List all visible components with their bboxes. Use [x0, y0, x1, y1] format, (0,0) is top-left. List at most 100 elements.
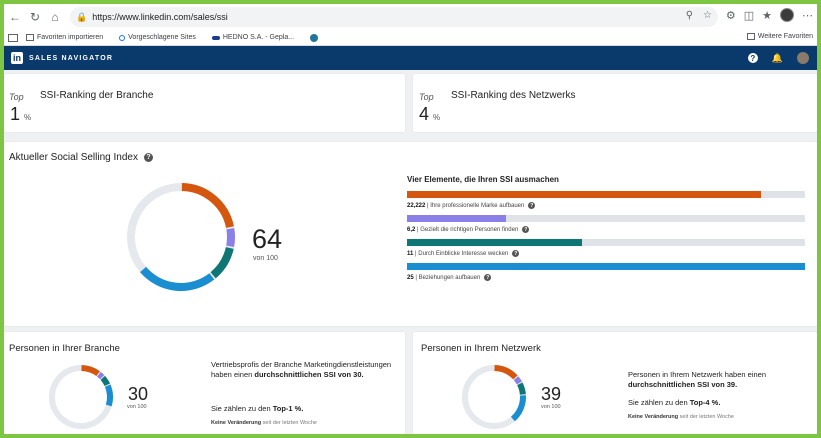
- network-donut: [462, 365, 526, 429]
- ssi-card: Aktueller Social Selling Index? 64 von 1…: [4, 142, 817, 326]
- back-icon[interactable]: ←: [9, 10, 21, 24]
- help-icon[interactable]: ?: [747, 53, 758, 63]
- menu-dots-icon[interactable]: ⋯: [802, 9, 813, 22]
- industry-people-text: Vertriebsprofis der Branche Marketingdie…: [211, 360, 392, 379]
- ssi-component-value: 11: [407, 251, 414, 258]
- folder-icon: [746, 33, 755, 40]
- ssi-component-label: 22,222 | Ihre professionelle Marke aufba…: [407, 202, 536, 210]
- reload-icon[interactable]: ↻: [29, 10, 41, 24]
- network-rank-title: SSI-Ranking des Netzwerks: [451, 90, 576, 101]
- industry-top-text: Sie zählen zu den Top-1 %.: [211, 404, 304, 413]
- network-people-title: Personen in Ihrem Netzwerk: [421, 343, 541, 354]
- separator: |: [413, 275, 419, 282]
- industry-no-change: Keine Veränderung seit der letzten Woche: [211, 420, 317, 426]
- sales-navigator-header: in SALES NAVIGATOR ? 🔔: [4, 46, 817, 70]
- ssi-component-bar-fill: [407, 239, 583, 246]
- ssi-component-name: Durch Einblicke Interesse wecken: [418, 251, 509, 258]
- network-top-text: Sie zählen zu den Top-4 %.: [628, 398, 721, 407]
- reading-icon[interactable]: [8, 33, 18, 42]
- ssi-component-bar-fill: [407, 191, 761, 198]
- ssi-component-value: 6,2: [407, 227, 416, 234]
- hedno-logo-icon: [211, 35, 220, 40]
- donut-segment: [100, 375, 111, 387]
- ssi-title: Aktueller Social Selling Index: [9, 152, 138, 163]
- donut-segment: [226, 228, 235, 247]
- ssi-component-value: 22,222: [407, 203, 426, 210]
- wordpress-icon: [310, 33, 319, 42]
- donut-segment: [494, 365, 518, 380]
- network-rank-top-label: Top: [419, 92, 434, 102]
- favorite-star-icon[interactable]: ☆: [703, 10, 712, 21]
- ssi-component-help-icon[interactable]: ?: [484, 274, 492, 281]
- ssi-component-value: 25: [407, 275, 414, 282]
- separator: |: [425, 203, 431, 210]
- zoom-icon[interactable]: ⚲: [685, 10, 694, 21]
- industry-out-of: von 100: [127, 404, 147, 410]
- url-text: https://www.linkedin.com/sales/ssi: [92, 12, 228, 22]
- network-people-text: Personen in Ihrem Netzwerk haben einen d…: [628, 370, 766, 389]
- bookmark-hedno[interactable]: HEDNO S.A. - Gepla...: [211, 34, 294, 41]
- user-avatar[interactable]: [797, 52, 809, 64]
- donut-segment: [517, 382, 526, 395]
- industry-rank-value: 1: [10, 104, 21, 124]
- donut-segment: [140, 266, 215, 291]
- ssi-component-bar-track: [407, 239, 805, 246]
- industry-rank-top-label: Top: [9, 92, 24, 102]
- bookmarks-bar: Favoriten importieren Vorgeschlagene Sit…: [4, 30, 817, 46]
- ssi-donut: [127, 183, 235, 291]
- industry-rank-card: Top SSI-Ranking der Branche 1 %: [4, 74, 405, 132]
- network-no-change: Keine Veränderung seit der letzten Woche: [628, 414, 734, 420]
- donut-segment: [181, 183, 234, 228]
- donut-segment: [210, 246, 234, 279]
- bookmark-import-favorites[interactable]: Favoriten importieren: [26, 34, 103, 41]
- industry-rank-unit: %: [24, 113, 32, 122]
- ssi-component-label: 11 | Durch Einblicke Interesse wecken?: [407, 250, 520, 258]
- ssi-card-header: Aktueller Social Selling Index?: [9, 152, 153, 163]
- notification-bell-icon[interactable]: 🔔: [771, 52, 783, 63]
- ssi-component-bar-track: [407, 215, 805, 222]
- split-screen-icon[interactable]: ◫: [743, 9, 755, 22]
- donut-segment: [513, 376, 522, 385]
- profile-avatar[interactable]: [780, 8, 794, 22]
- favorites-icon[interactable]: ★: [762, 9, 772, 22]
- industry-donut: [49, 365, 113, 429]
- lock-icon: 🔒: [76, 11, 88, 22]
- bookmark-suggested-sites[interactable]: Vorgeschlagene Sites: [119, 34, 196, 41]
- ssi-component-name: Beziehungen aufbauen: [418, 275, 481, 282]
- industry-people-title: Personen in Ihrer Branche: [9, 343, 120, 354]
- ssi-component-help-icon[interactable]: ?: [512, 250, 520, 257]
- home-icon[interactable]: ⌂: [51, 10, 59, 24]
- ssi-help-icon[interactable]: ?: [143, 152, 153, 162]
- browser-window: ← ↻ ⌂ 🔒 https://www.linkedin.com/sales/s…: [4, 4, 817, 434]
- network-rank-card: Top SSI-Ranking des Netzwerks 4 %: [413, 74, 817, 132]
- ssi-component-label: 25 | Beziehungen aufbauen?: [407, 274, 492, 282]
- ssi-component-help-icon[interactable]: ?: [522, 226, 530, 233]
- industry-people-card: Personen in Ihrer Branche 30 von 100 Ver…: [4, 332, 405, 434]
- separator: |: [415, 227, 421, 234]
- ssi-component-name: Ihre professionelle Marke aufbauen: [430, 203, 525, 210]
- ssi-component-help-icon[interactable]: ?: [528, 202, 536, 209]
- separator: |: [413, 251, 419, 258]
- extension-icon[interactable]: ⚙: [725, 9, 736, 22]
- components-title: Vier Elemente, die Ihren SSI ausmachen: [407, 175, 559, 184]
- ssi-out-of: von 100: [253, 255, 278, 262]
- network-out-of: von 100: [541, 404, 561, 410]
- ssi-component-bar-fill: [407, 215, 506, 222]
- address-bar[interactable]: 🔒 https://www.linkedin.com/sales/ssi ⚲ ☆: [70, 7, 718, 27]
- ssi-score: 64: [252, 224, 283, 254]
- bookmark-more-favorites[interactable]: Weitere Favoriten: [746, 33, 813, 40]
- industry-score: 30: [128, 384, 149, 404]
- browser-toolbar: ← ↻ ⌂ 🔒 https://www.linkedin.com/sales/s…: [4, 4, 817, 30]
- app-title: SALES NAVIGATOR: [29, 54, 114, 62]
- industry-rank-title: SSI-Ranking der Branche: [40, 90, 154, 101]
- ssi-component-bar-track: [407, 263, 805, 270]
- donut-segment: [97, 371, 105, 380]
- network-score: 39: [541, 384, 562, 404]
- bookmark-wordpress[interactable]: [310, 33, 321, 42]
- network-people-card: Personen in Ihrem Netzwerk 39 von 100 Pe…: [413, 332, 817, 434]
- network-rank-value: 4: [419, 104, 430, 124]
- ssi-component-bar-fill: [407, 263, 805, 270]
- ssi-component-name: Gezielt die richtigen Personen finden: [420, 227, 519, 234]
- linkedin-logo[interactable]: in: [11, 52, 23, 64]
- ssi-component-label: 6,2 | Gezielt die richtigen Personen fin…: [407, 226, 530, 234]
